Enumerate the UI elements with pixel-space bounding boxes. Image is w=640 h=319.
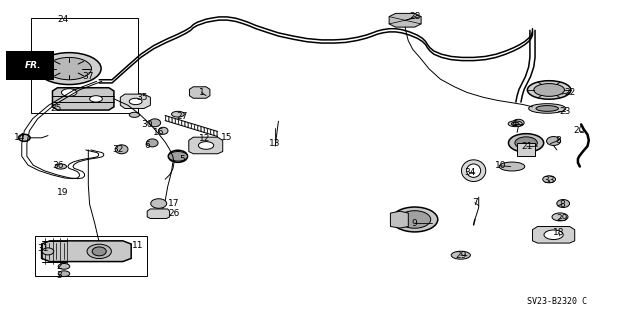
Ellipse shape xyxy=(168,150,188,162)
Circle shape xyxy=(544,230,563,240)
Text: 9: 9 xyxy=(412,219,417,228)
Circle shape xyxy=(37,53,101,85)
Text: 35: 35 xyxy=(136,93,148,102)
Text: 22: 22 xyxy=(564,88,575,97)
Polygon shape xyxy=(189,87,210,98)
Ellipse shape xyxy=(19,134,30,141)
Text: 34: 34 xyxy=(465,168,476,177)
Text: 23: 23 xyxy=(559,107,571,115)
Text: 8: 8 xyxy=(559,200,564,209)
Text: 7: 7 xyxy=(472,198,477,207)
Text: 36: 36 xyxy=(52,161,63,170)
Polygon shape xyxy=(189,137,223,154)
Ellipse shape xyxy=(536,106,559,111)
Text: 24: 24 xyxy=(57,15,68,24)
Text: 37: 37 xyxy=(83,72,94,81)
Ellipse shape xyxy=(172,111,184,117)
Ellipse shape xyxy=(552,213,568,221)
Text: 30: 30 xyxy=(141,120,153,129)
Ellipse shape xyxy=(451,251,470,259)
Text: 19: 19 xyxy=(57,189,68,197)
Ellipse shape xyxy=(158,127,168,134)
Ellipse shape xyxy=(149,119,161,127)
Ellipse shape xyxy=(87,244,111,258)
Text: 16: 16 xyxy=(153,128,164,137)
Ellipse shape xyxy=(467,164,481,177)
Ellipse shape xyxy=(147,139,158,147)
Polygon shape xyxy=(42,241,131,262)
Ellipse shape xyxy=(527,81,571,99)
Bar xyxy=(35,236,147,276)
Polygon shape xyxy=(52,88,114,110)
Ellipse shape xyxy=(534,84,564,96)
Ellipse shape xyxy=(508,134,543,152)
Ellipse shape xyxy=(508,121,522,127)
Ellipse shape xyxy=(515,137,538,149)
Text: 2: 2 xyxy=(57,262,62,271)
Text: 17: 17 xyxy=(168,199,180,208)
Ellipse shape xyxy=(392,207,438,232)
Ellipse shape xyxy=(42,248,54,255)
Text: 28: 28 xyxy=(409,12,420,21)
Circle shape xyxy=(90,96,102,102)
Ellipse shape xyxy=(399,211,431,228)
Text: 29: 29 xyxy=(556,214,568,223)
Text: 27: 27 xyxy=(177,112,188,121)
Ellipse shape xyxy=(115,145,128,154)
Text: 8: 8 xyxy=(556,136,561,145)
Text: 21: 21 xyxy=(521,142,532,151)
Polygon shape xyxy=(390,211,408,228)
Ellipse shape xyxy=(511,122,519,125)
Polygon shape xyxy=(389,13,421,27)
Ellipse shape xyxy=(461,160,486,182)
Text: 13: 13 xyxy=(269,139,281,148)
Text: 33: 33 xyxy=(543,176,555,185)
Text: 31: 31 xyxy=(38,244,49,253)
Ellipse shape xyxy=(151,199,166,208)
Bar xyxy=(517,143,535,156)
Polygon shape xyxy=(147,209,170,219)
Text: 20: 20 xyxy=(573,126,585,135)
Ellipse shape xyxy=(529,104,566,113)
Text: 1: 1 xyxy=(199,88,204,97)
Ellipse shape xyxy=(513,119,524,126)
Ellipse shape xyxy=(58,263,70,269)
Text: 6: 6 xyxy=(145,141,150,150)
Ellipse shape xyxy=(543,176,556,183)
Bar xyxy=(31,18,138,113)
Circle shape xyxy=(61,89,77,96)
Text: 4: 4 xyxy=(511,120,516,129)
Text: 12: 12 xyxy=(199,134,211,143)
Text: 14: 14 xyxy=(13,133,25,142)
Ellipse shape xyxy=(58,271,70,277)
Text: 11: 11 xyxy=(132,241,143,250)
Text: 29: 29 xyxy=(455,251,467,260)
Text: 10: 10 xyxy=(495,161,506,170)
Polygon shape xyxy=(120,94,150,108)
Text: 3: 3 xyxy=(57,271,62,280)
Circle shape xyxy=(168,152,188,161)
Circle shape xyxy=(129,112,140,117)
Ellipse shape xyxy=(55,164,67,169)
Ellipse shape xyxy=(557,200,570,207)
Text: 32: 32 xyxy=(113,145,124,154)
Text: 18: 18 xyxy=(553,228,564,237)
Text: 26: 26 xyxy=(168,209,180,218)
Text: 5: 5 xyxy=(180,155,185,164)
Circle shape xyxy=(129,98,142,105)
Ellipse shape xyxy=(92,247,106,256)
Text: 15: 15 xyxy=(221,133,233,142)
Text: 25: 25 xyxy=(51,104,62,113)
Polygon shape xyxy=(532,226,575,243)
Ellipse shape xyxy=(499,162,525,171)
Text: SV23-B2320 C: SV23-B2320 C xyxy=(527,297,587,306)
Circle shape xyxy=(47,57,92,80)
Ellipse shape xyxy=(547,137,561,145)
Circle shape xyxy=(198,142,214,149)
